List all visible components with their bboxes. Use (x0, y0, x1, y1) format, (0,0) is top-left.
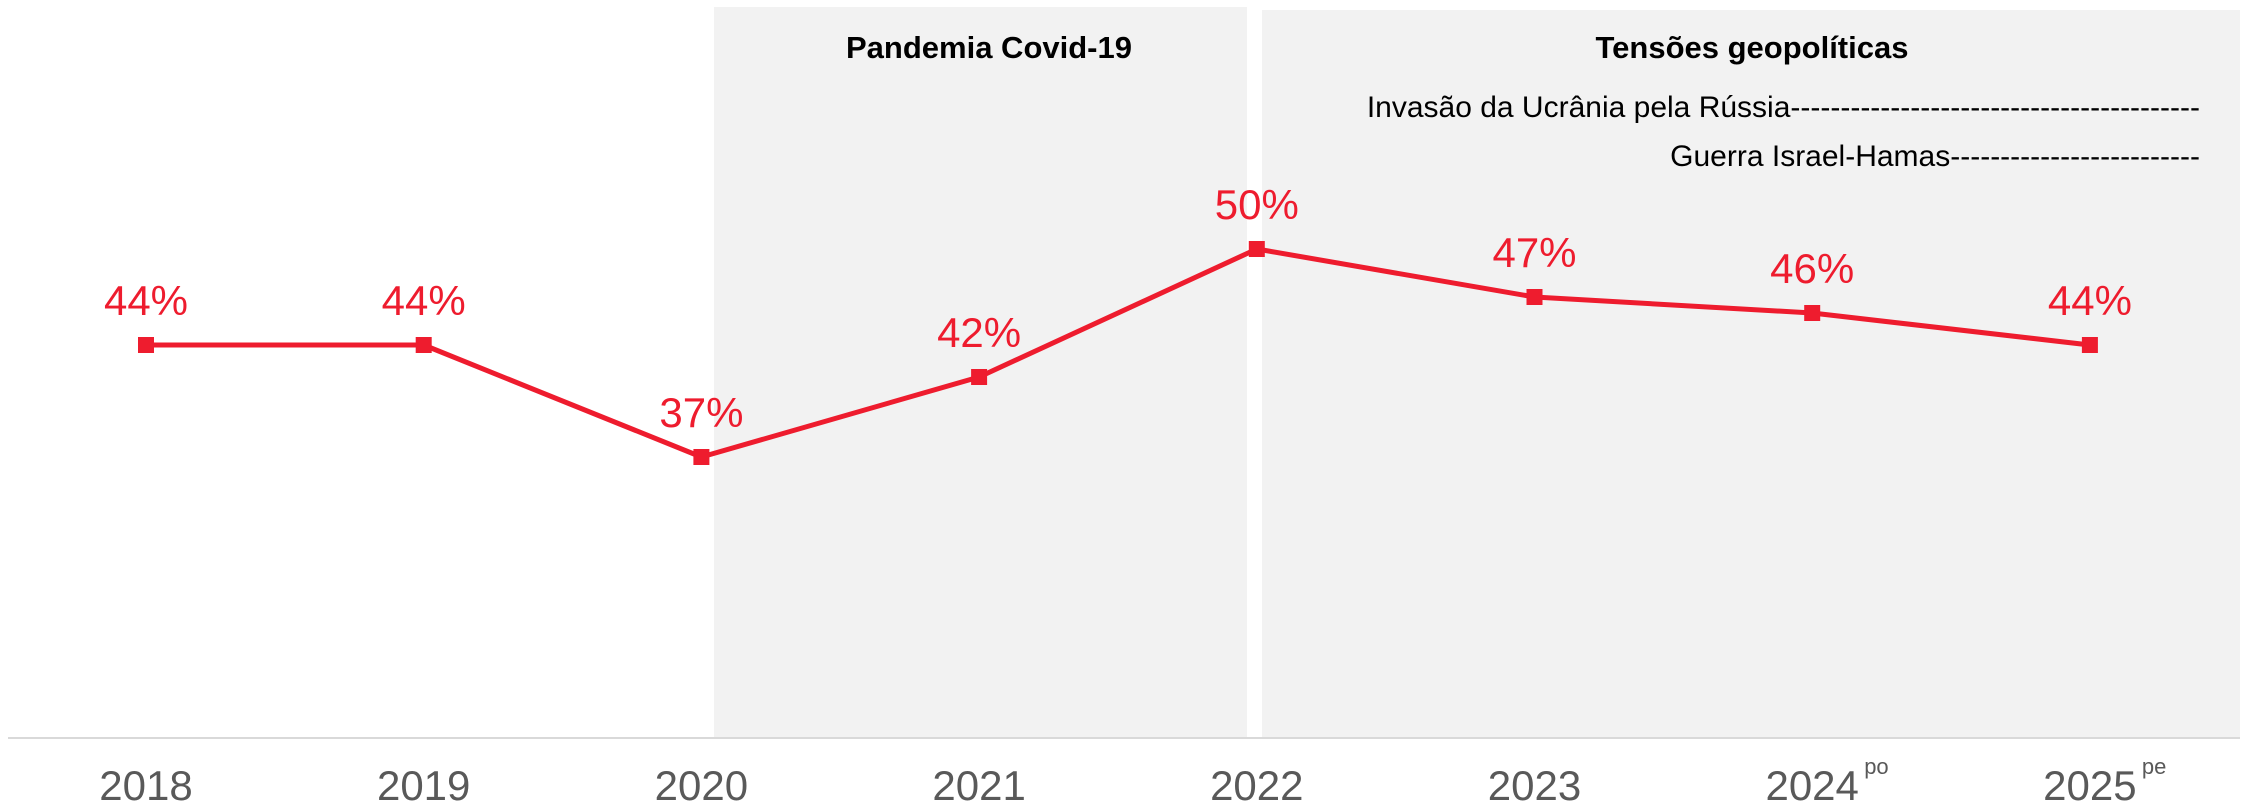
data-point-2025 (2081, 337, 2098, 353)
x-tick-label-2019: 2019 (377, 762, 470, 808)
data-point-2021 (971, 369, 988, 385)
x-tick-label-2025: 2025 (2043, 762, 2136, 808)
data-label-2018: 44% (104, 277, 188, 324)
data-point-2023 (1526, 289, 1543, 305)
x-tick-label-2018: 2018 (99, 762, 192, 808)
x-tick-label-2022: 2022 (1210, 762, 1303, 808)
x-tick-label-2021: 2021 (932, 762, 1025, 808)
x-tick-label-2024: 2024 (1765, 762, 1858, 808)
x-tick-label-2023: 2023 (1488, 762, 1581, 808)
data-point-2018 (138, 337, 154, 353)
data-point-2024 (1804, 305, 1821, 321)
period-bands: Pandemia Covid-19 Tensões geopolíticas I… (714, 7, 2240, 737)
data-label-2023: 47% (1492, 229, 1576, 276)
data-label-2020: 37% (659, 389, 743, 436)
event-ukraine-invasion: Invasão da Ucrânia pela Rússia----------… (1367, 91, 2200, 124)
series-line (146, 246, 2091, 460)
data-label-2024: 46% (1770, 245, 1854, 292)
data-point-2019 (415, 337, 432, 353)
band-geopolitical (1262, 10, 2240, 737)
data-label-2019: 44% (382, 277, 466, 324)
data-label-2022: 50% (1215, 181, 1299, 228)
event-israel-hamas-war: Guerra Israel-Hamas---------------------… (1670, 140, 2200, 173)
x-axis-ticks: 2018 2019 2020 2021 2022 2023 2024 po 2025 pe (99, 754, 2166, 808)
band-covid-title: Pandemia Covid-19 (846, 30, 1132, 65)
data-point-2022 (1248, 241, 1265, 257)
x-tick-superscript-2024: po (1864, 754, 1888, 779)
data-point-2020 (693, 449, 710, 465)
band-geopolitical-title: Tensões geopolíticas (1596, 30, 1909, 65)
data-label-2021: 42% (937, 309, 1021, 356)
data-label-2025: 44% (2048, 277, 2132, 324)
x-tick-label-2020: 2020 (655, 762, 748, 808)
series-line-group: 44% 44% 37% 42% 50% 47% 46% 44% (104, 181, 2132, 465)
x-tick-superscript-2025: pe (2142, 754, 2166, 779)
